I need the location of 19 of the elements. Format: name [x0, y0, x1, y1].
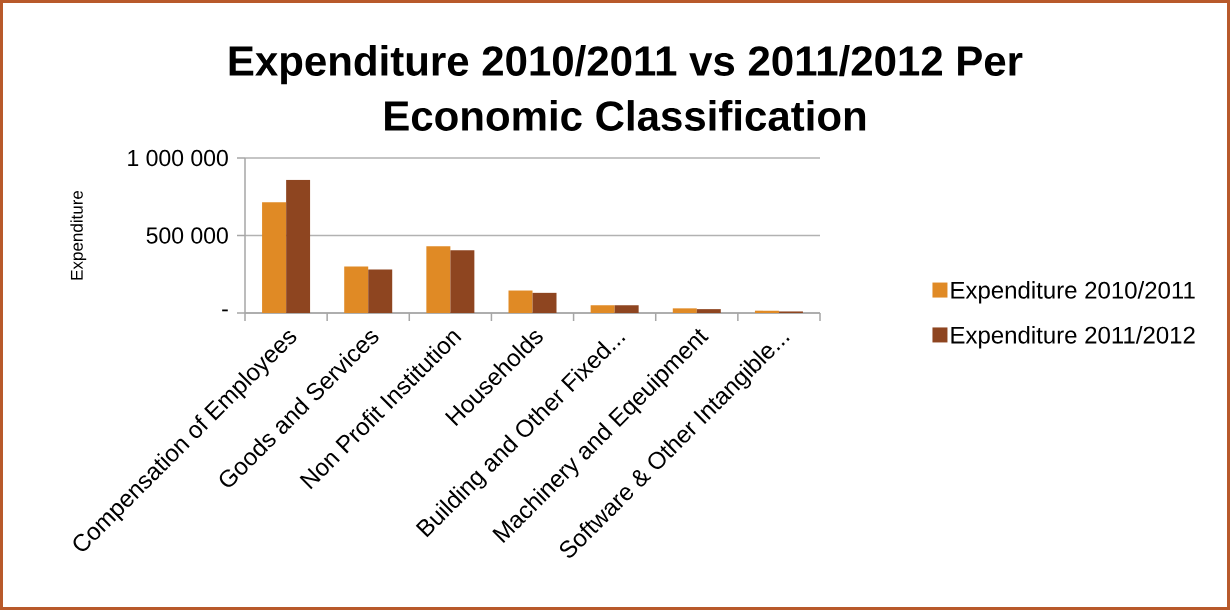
legend-label: Expenditure 2010/2011: [951, 281, 1195, 304]
y-axis-title: Expenditure: [70, 190, 87, 280]
bar: [286, 179, 311, 313]
bar: [262, 202, 287, 313]
legend-label: Expenditure 2011/2012: [951, 326, 1195, 349]
bar: [532, 292, 557, 313]
y-tick-label: 1 000 000: [128, 149, 228, 167]
y-tick-label: 500 000: [146, 227, 228, 244]
bar: [450, 250, 475, 313]
bar: [368, 269, 393, 313]
bar: [426, 246, 451, 313]
bar: [590, 305, 615, 313]
bar: [508, 290, 533, 313]
bar: [614, 305, 639, 313]
bar: [696, 309, 721, 313]
chart-title: Expenditure 2010/2011 vs 2011/2012 Per Economic Classification: [229, 45, 1023, 131]
bar: [672, 308, 697, 313]
bar: [344, 266, 369, 313]
y-tick-label: -: [222, 309, 228, 312]
